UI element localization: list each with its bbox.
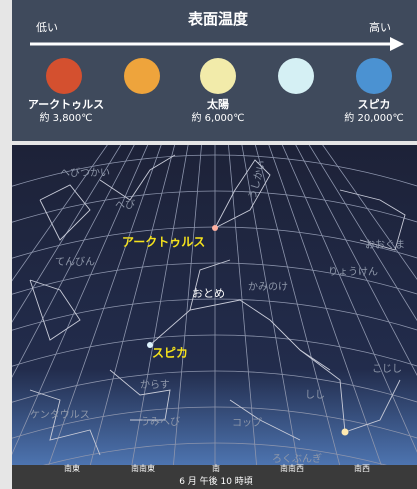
constellation-line bbox=[214, 159, 271, 229]
star-color bbox=[356, 58, 392, 94]
high-label: 高い bbox=[369, 20, 391, 34]
grid-line bbox=[173, 145, 202, 465]
direction-label: 南東 bbox=[64, 463, 80, 473]
footer-bar bbox=[12, 465, 417, 489]
constellation-label: しし bbox=[305, 389, 325, 401]
direction-label: 南南西 bbox=[280, 463, 304, 473]
star-name: 太陽 bbox=[206, 97, 229, 111]
constellation-label: コップ bbox=[232, 417, 262, 429]
constellation-label: ろくぶんぎ bbox=[272, 452, 322, 465]
caption: 6 月 午後 10 時頃 bbox=[179, 475, 253, 487]
low-label: 低い bbox=[36, 21, 58, 34]
grid-line bbox=[12, 145, 135, 378]
constellation-line bbox=[99, 154, 176, 201]
grid-line bbox=[295, 145, 417, 376]
star-spica bbox=[147, 342, 153, 348]
grid-line bbox=[89, 145, 176, 465]
constellation-label: へびつかい bbox=[60, 167, 110, 179]
constellation-label: へび bbox=[115, 199, 135, 211]
constellation-line bbox=[29, 279, 81, 341]
constellation-line bbox=[109, 369, 171, 421]
star-color bbox=[278, 58, 314, 94]
constellation-label: おとめ bbox=[192, 287, 225, 300]
grid-line bbox=[228, 145, 257, 465]
star-label: スピカ bbox=[152, 346, 188, 360]
grid-line bbox=[308, 145, 417, 322]
constellation-label: おおぐま bbox=[365, 239, 405, 251]
constellation-line bbox=[29, 389, 101, 456]
grid-line bbox=[131, 145, 189, 465]
constellation-label: てんびん bbox=[55, 256, 95, 268]
constellation-label: からす bbox=[140, 379, 170, 391]
constellation-line bbox=[229, 399, 301, 441]
constellation-label: ケンタウルス bbox=[30, 409, 90, 421]
grid-line bbox=[268, 145, 382, 465]
constellation-line bbox=[189, 259, 231, 311]
star-temp: 約 6,000℃ bbox=[191, 111, 244, 124]
direction-label: 南 bbox=[212, 463, 220, 473]
grid-line bbox=[241, 145, 299, 465]
constellation-line bbox=[339, 189, 406, 251]
star-color bbox=[200, 58, 236, 94]
constellation-line bbox=[39, 184, 91, 241]
title: 表面温度 bbox=[188, 10, 249, 28]
grid-line bbox=[281, 145, 417, 453]
constellation-label: うみへび bbox=[140, 416, 180, 428]
grid-line bbox=[48, 145, 162, 465]
star-color bbox=[124, 58, 160, 94]
arrow-head bbox=[390, 37, 404, 51]
direction-label: 南南東 bbox=[131, 463, 155, 473]
grid-line bbox=[12, 145, 122, 323]
grid-line bbox=[12, 145, 108, 282]
constellation-label: こじし bbox=[372, 363, 402, 375]
grid-line bbox=[12, 145, 149, 456]
star-label: アークトゥルス bbox=[122, 235, 205, 249]
constellation-label: りょうけん bbox=[328, 266, 378, 278]
star-temp: 約 20,000℃ bbox=[344, 111, 403, 124]
star-temp: 約 3,800℃ bbox=[39, 111, 92, 124]
star bbox=[341, 428, 349, 436]
star-color bbox=[46, 58, 82, 94]
direction-label: 南西 bbox=[354, 463, 370, 473]
grid-line bbox=[322, 145, 417, 280]
star-name: スピカ bbox=[358, 98, 391, 111]
constellation-label: かみのけ bbox=[248, 281, 288, 293]
star-arcturus bbox=[212, 225, 218, 231]
star-name: アークトゥルス bbox=[28, 98, 104, 111]
grid-line bbox=[254, 145, 341, 465]
